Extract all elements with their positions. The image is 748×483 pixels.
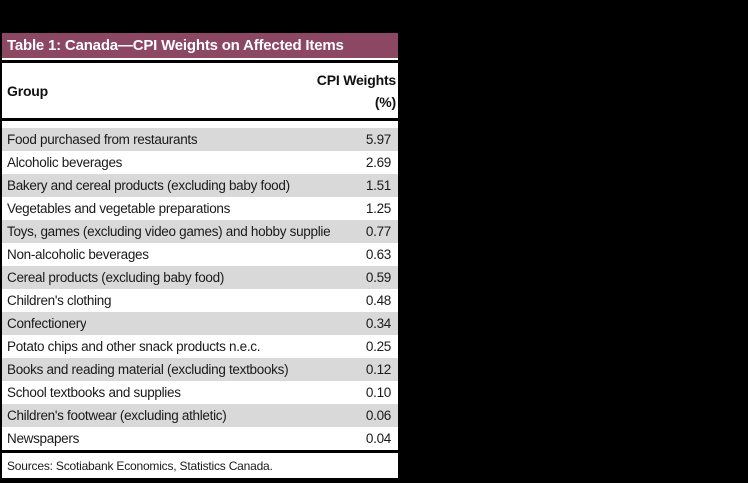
row-group: Children's clothing <box>7 293 112 308</box>
table-row: Confectionery 0.34 <box>2 312 398 335</box>
row-group: Books and reading material (excluding te… <box>7 362 289 377</box>
row-group: Confectionery <box>7 316 87 331</box>
row-group: Toys, games (excluding video games) and … <box>7 224 331 239</box>
table-row: Non-alcoholic beverages 0.63 <box>2 243 398 266</box>
sources-text: Sources: Scotiabank Economics, Statistic… <box>7 458 273 473</box>
column-header-weights: CPI Weights (%) <box>317 69 396 113</box>
divider-black-bottom <box>2 450 398 453</box>
table-row: Children's footwear (excluding athletic)… <box>2 404 398 427</box>
row-weight: 0.77 <box>365 224 391 239</box>
table-row: Vegetables and vegetable preparations 1.… <box>2 197 398 220</box>
row-weight: 0.59 <box>365 270 391 285</box>
row-group: Children's footwear (excluding athletic) <box>7 408 227 423</box>
table-row: Cereal products (excluding baby food) 0.… <box>2 266 398 289</box>
divider-black-top <box>2 60 398 63</box>
row-weight: 0.63 <box>365 247 391 262</box>
divider-black-under-header <box>2 118 398 121</box>
sources-note: Sources: Scotiabank Economics, Statistic… <box>2 453 398 478</box>
row-weight: 0.25 <box>365 339 391 354</box>
column-header-weights-line1: CPI Weights <box>316 71 396 88</box>
table-row: Alcoholic beverages 2.69 <box>2 151 398 174</box>
row-weight: 0.04 <box>365 431 391 446</box>
row-weight: 0.12 <box>365 362 391 377</box>
table-row: Books and reading material (excluding te… <box>2 358 398 381</box>
table-header: Group CPI Weights (%) <box>2 63 398 118</box>
table-row: Newspapers 0.04 <box>2 427 398 450</box>
row-group: Vegetables and vegetable preparations <box>7 201 231 216</box>
row-group: Cereal products (excluding baby food) <box>7 270 225 285</box>
row-weight: 0.48 <box>365 293 391 308</box>
divider-white <box>2 58 398 60</box>
row-weight: 1.25 <box>365 201 391 216</box>
table-rows: Food purchased from restaurants 5.97 Alc… <box>2 121 398 450</box>
row-weight: 0.34 <box>365 316 391 331</box>
cpi-weights-table: Table 1: Canada—CPI Weights on Affected … <box>2 33 398 478</box>
row-group: Non-alcoholic beverages <box>7 247 149 262</box>
row-weight: 1.51 <box>365 178 391 193</box>
row-weight: 2.69 <box>365 155 391 170</box>
row-weight: 0.10 <box>365 385 391 400</box>
column-header-weights-line2: (%) <box>374 93 396 110</box>
row-group: Alcoholic beverages <box>7 155 123 170</box>
row-group: Newspapers <box>7 431 80 446</box>
row-group: School textbooks and supplies <box>7 385 181 400</box>
row-group: Food purchased from restaurants <box>7 132 198 147</box>
table-row: Children's clothing 0.48 <box>2 289 398 312</box>
table-row: Food purchased from restaurants 5.97 <box>2 128 398 151</box>
row-weight: 0.06 <box>365 408 391 423</box>
table-title-bar: Table 1: Canada—CPI Weights on Affected … <box>2 33 398 58</box>
table-row: Potato chips and other snack products n.… <box>2 335 398 358</box>
row-weight: 5.97 <box>365 132 391 147</box>
row-group: Bakery and cereal products (excluding ba… <box>7 178 290 193</box>
table-row: Bakery and cereal products (excluding ba… <box>2 174 398 197</box>
table-row: School textbooks and supplies 0.10 <box>2 381 398 404</box>
table-row: Toys, games (excluding video games) and … <box>2 220 398 243</box>
row-group: Potato chips and other snack products n.… <box>7 339 261 354</box>
table-title: Table 1: Canada—CPI Weights on Affected … <box>7 37 344 54</box>
column-header-group: Group <box>7 82 48 99</box>
